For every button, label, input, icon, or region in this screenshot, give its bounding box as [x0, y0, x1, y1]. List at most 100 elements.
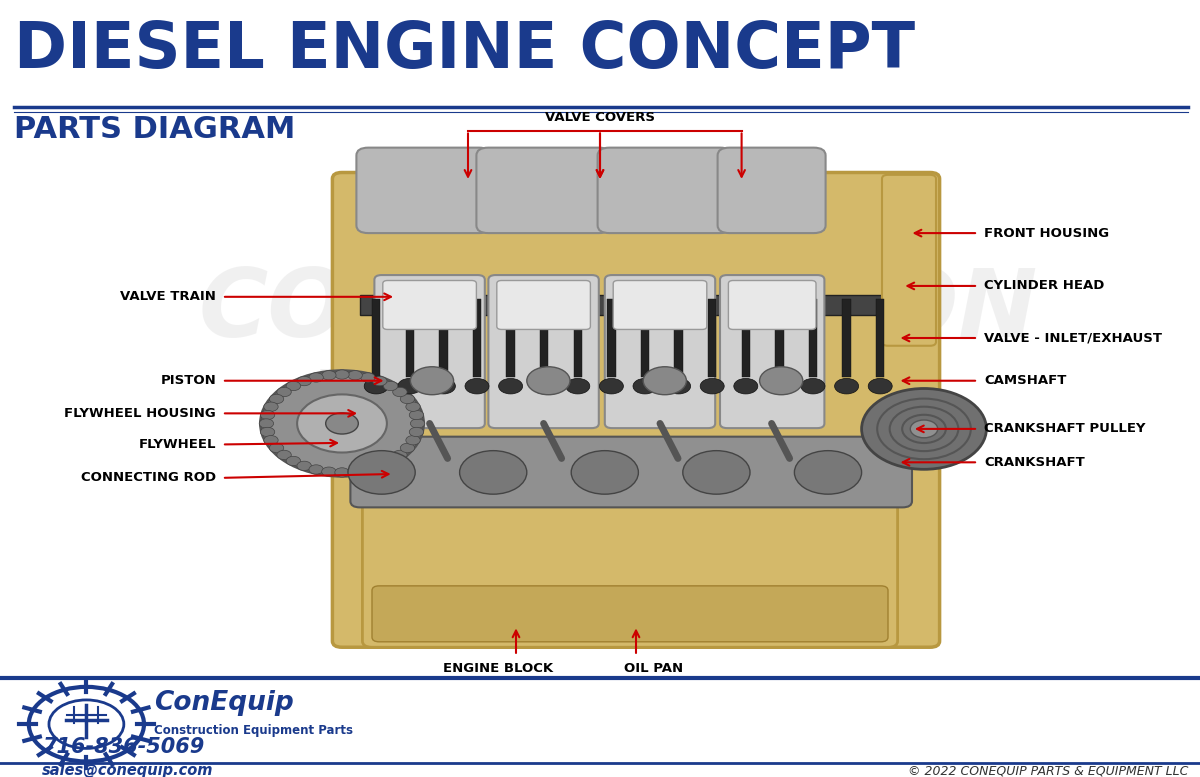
Text: PARTS: PARTS	[451, 467, 785, 559]
Circle shape	[533, 378, 557, 394]
Circle shape	[401, 395, 415, 404]
Circle shape	[269, 443, 283, 452]
Circle shape	[768, 378, 792, 394]
Circle shape	[398, 378, 422, 394]
Bar	[775, 299, 784, 377]
Circle shape	[348, 467, 362, 476]
Circle shape	[527, 367, 570, 395]
Bar	[540, 299, 548, 377]
Text: VALVE TRAIN: VALVE TRAIN	[120, 291, 216, 303]
Circle shape	[264, 436, 278, 445]
Circle shape	[383, 382, 397, 391]
Circle shape	[410, 367, 454, 395]
Text: CAMSHAFT: CAMSHAFT	[984, 375, 1067, 387]
Bar	[842, 299, 851, 377]
Text: DIESEL ENGINE CONCEPT: DIESEL ENGINE CONCEPT	[14, 19, 916, 82]
Circle shape	[460, 451, 527, 494]
Text: © 2022 CONEQUIP PARTS & EQUIPMENT LLC: © 2022 CONEQUIP PARTS & EQUIPMENT LLC	[907, 765, 1188, 777]
Bar	[809, 299, 817, 377]
Text: ENGINE BLOCK: ENGINE BLOCK	[443, 662, 553, 675]
FancyBboxPatch shape	[605, 275, 715, 428]
Text: CONNECTING ROD: CONNECTING ROD	[80, 472, 216, 484]
Circle shape	[401, 443, 415, 452]
Circle shape	[287, 382, 301, 391]
Circle shape	[373, 376, 386, 385]
Circle shape	[361, 373, 376, 382]
Circle shape	[409, 410, 424, 420]
Circle shape	[392, 388, 407, 397]
Circle shape	[566, 378, 590, 394]
Circle shape	[802, 378, 826, 394]
Bar	[406, 299, 414, 377]
Text: FRONT HOUSING: FRONT HOUSING	[984, 227, 1109, 239]
Bar	[607, 299, 616, 377]
Bar	[506, 299, 515, 377]
FancyBboxPatch shape	[372, 586, 888, 642]
Bar	[742, 299, 750, 377]
Circle shape	[260, 410, 275, 420]
Circle shape	[260, 427, 275, 437]
Circle shape	[277, 450, 292, 459]
Circle shape	[287, 456, 301, 465]
Text: ConEquip: ConEquip	[154, 690, 293, 716]
FancyBboxPatch shape	[383, 280, 476, 329]
FancyBboxPatch shape	[882, 175, 936, 346]
Circle shape	[432, 378, 456, 394]
Circle shape	[308, 373, 323, 382]
Circle shape	[269, 395, 283, 404]
Circle shape	[259, 419, 274, 428]
Text: OIL PAN: OIL PAN	[624, 662, 684, 675]
FancyBboxPatch shape	[728, 280, 816, 329]
Text: FLYWHEEL: FLYWHEEL	[138, 438, 216, 451]
Text: sales@conequip.com: sales@conequip.com	[42, 763, 214, 777]
Circle shape	[264, 402, 278, 411]
Circle shape	[298, 395, 386, 452]
Circle shape	[348, 371, 362, 380]
Text: CONSTRUCTION: CONSTRUCTION	[198, 265, 1038, 357]
Circle shape	[410, 419, 425, 428]
Circle shape	[634, 378, 658, 394]
Circle shape	[335, 468, 349, 477]
Circle shape	[760, 367, 803, 395]
Bar	[439, 299, 448, 377]
Circle shape	[409, 427, 424, 437]
Circle shape	[277, 388, 292, 397]
FancyBboxPatch shape	[720, 275, 824, 428]
Circle shape	[406, 436, 420, 445]
FancyBboxPatch shape	[350, 437, 912, 507]
Bar	[641, 299, 649, 377]
Circle shape	[260, 371, 424, 476]
Circle shape	[308, 465, 323, 474]
Circle shape	[365, 378, 389, 394]
Circle shape	[701, 378, 725, 394]
Text: Construction Equipment Parts: Construction Equipment Parts	[154, 724, 353, 737]
FancyBboxPatch shape	[613, 280, 707, 329]
Circle shape	[322, 467, 336, 476]
Circle shape	[835, 378, 859, 394]
Text: CRANKSHAFT PULLEY: CRANKSHAFT PULLEY	[984, 423, 1146, 435]
Text: VALVE - INLET/EXHAUST: VALVE - INLET/EXHAUST	[984, 332, 1162, 344]
Circle shape	[325, 413, 359, 434]
FancyBboxPatch shape	[362, 468, 898, 647]
Circle shape	[499, 378, 522, 394]
FancyBboxPatch shape	[332, 172, 940, 647]
Circle shape	[869, 378, 892, 394]
Circle shape	[734, 378, 758, 394]
Circle shape	[296, 462, 311, 471]
Circle shape	[298, 376, 312, 385]
Text: EQUIPMENT: EQUIPMENT	[304, 366, 932, 458]
Bar	[372, 299, 380, 377]
Text: PARTS DIAGRAM: PARTS DIAGRAM	[14, 115, 295, 144]
Text: FLYWHEEL HOUSING: FLYWHEEL HOUSING	[65, 407, 216, 420]
Circle shape	[667, 378, 691, 394]
Bar	[473, 299, 481, 377]
Text: CRANKSHAFT: CRANKSHAFT	[984, 456, 1085, 469]
Circle shape	[643, 367, 686, 395]
Circle shape	[466, 378, 490, 394]
FancyBboxPatch shape	[598, 148, 732, 233]
Bar	[574, 299, 582, 377]
Bar	[876, 299, 884, 377]
FancyBboxPatch shape	[497, 280, 590, 329]
Circle shape	[683, 451, 750, 494]
Circle shape	[862, 388, 986, 469]
